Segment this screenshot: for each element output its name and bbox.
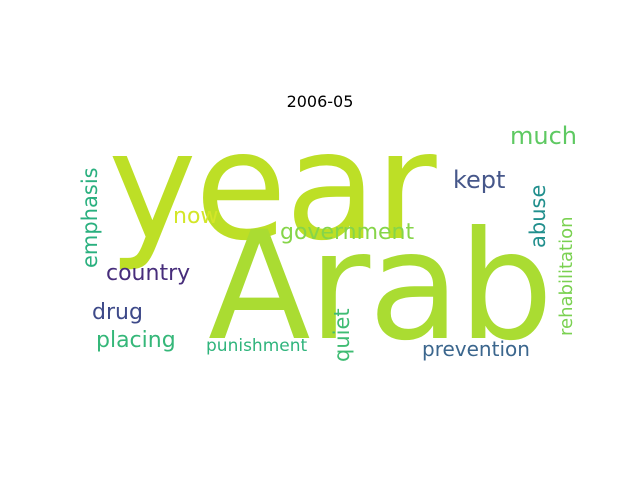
word-kept: kept xyxy=(453,166,506,194)
word-now: now xyxy=(173,204,219,229)
word-drug: drug xyxy=(92,300,143,325)
word-cloud: year Arab much kept now government count… xyxy=(78,112,577,374)
word-abuse: abuse xyxy=(526,184,550,248)
word-country: country xyxy=(106,261,191,286)
word-much: much xyxy=(510,122,577,150)
word-placing: placing xyxy=(96,328,176,353)
word-government: government xyxy=(280,220,415,245)
word-quiet: quiet xyxy=(330,308,354,362)
word-punishment: punishment xyxy=(206,336,308,356)
word-emphasis: emphasis xyxy=(78,167,102,268)
word-arab: Arab xyxy=(208,200,553,374)
word-rehabilitation: rehabilitation xyxy=(556,216,577,336)
word-year: year xyxy=(108,100,437,274)
word-prevention: prevention xyxy=(422,337,530,361)
figure-title: 2006-05 xyxy=(286,92,354,111)
